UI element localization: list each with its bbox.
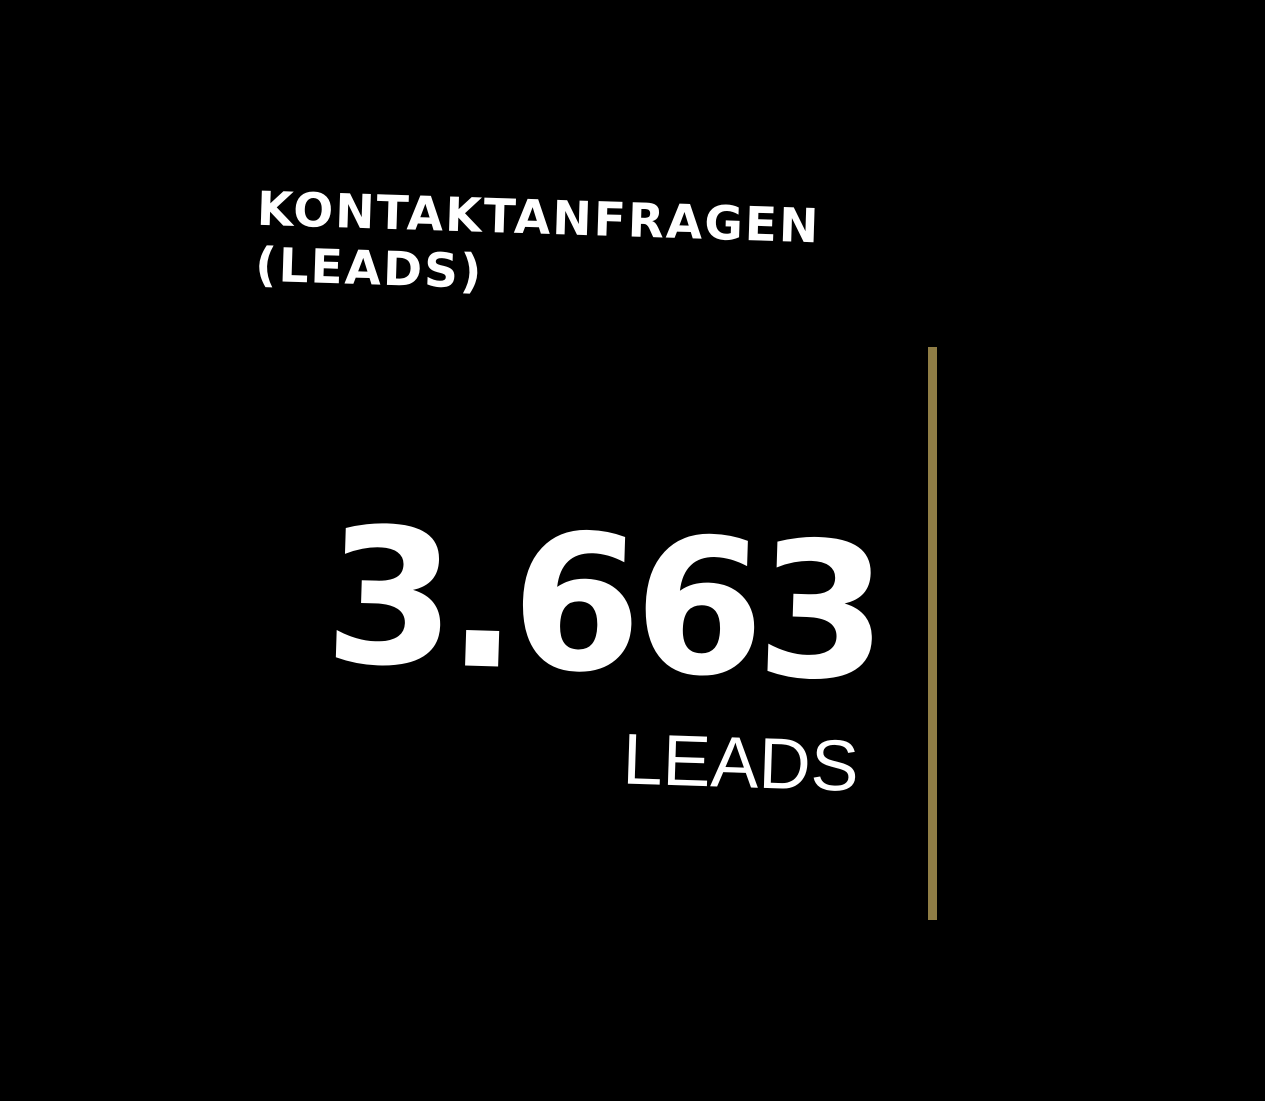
stat-value: 3.663: [321, 487, 884, 724]
stat-unit: LEADS: [621, 719, 861, 807]
accent-divider: [928, 347, 937, 920]
stat-title: KONTAKTANFRAGEN (LEADS): [254, 182, 821, 312]
